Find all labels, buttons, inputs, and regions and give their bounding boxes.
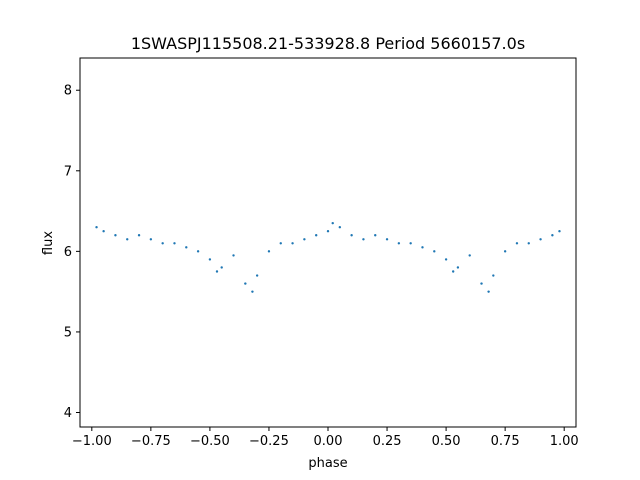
y-axis-ticks: 4 5 6 7 8 [64,84,80,421]
data-point [421,246,424,249]
data-point [255,274,259,277]
y-tick-label: 6 [64,245,72,260]
x-tick-label: −0.25 [249,434,289,449]
data-point [480,282,483,285]
data-point [196,250,200,253]
x-axis-label: phase [308,456,347,471]
x-tick-label: 0.75 [491,434,520,449]
data-point [303,238,306,241]
data-point [126,238,129,241]
data-point [451,270,455,273]
y-tick-label: 5 [64,325,72,340]
scatter-points [95,221,561,293]
data-point [267,250,271,253]
data-point [456,266,460,269]
data-point [558,230,561,233]
data-point [220,266,223,269]
data-point [232,254,235,257]
data-point [539,238,542,241]
data-point [279,242,282,245]
y-axis-label: flux [41,231,56,255]
x-tick-label: 0.25 [373,434,402,449]
data-point [468,254,471,257]
chart-title: 1SWASPJ115508.21-533928.8 Period 5660157… [131,34,525,53]
data-point [149,238,153,241]
data-point [397,242,401,245]
data-point [551,234,554,237]
data-point [208,258,212,261]
data-point [185,246,188,249]
data-point [137,234,141,237]
data-point [173,242,176,245]
data-point [503,250,507,253]
data-point [444,258,448,261]
x-tick-label: 1.00 [550,434,579,449]
data-point [314,234,318,237]
data-point [338,225,342,229]
data-point [492,274,495,277]
data-point [350,234,353,237]
data-point [409,242,412,245]
y-tick-label: 7 [64,164,72,179]
x-axis-ticks: −1.00 −0.75 −0.50 −0.25 0.00 0.25 0.50 0.75 1.00 [72,427,579,449]
data-point [527,242,530,245]
data-point [244,282,247,285]
data-point [515,242,519,245]
data-point [362,238,365,241]
x-tick-label: 0.50 [432,434,461,449]
x-tick-label: −0.50 [190,434,230,449]
data-point [251,290,254,293]
data-point [114,234,117,237]
data-point [102,230,105,233]
data-point [487,290,490,293]
data-point [161,242,164,245]
data-point [331,221,334,225]
data-point [215,270,219,273]
data-point [291,242,294,245]
data-point [326,230,330,233]
x-tick-label: −0.75 [131,434,171,449]
x-tick-label: −1.00 [72,434,112,449]
data-point [433,250,436,253]
y-tick-label: 8 [64,84,72,99]
data-point [385,238,389,241]
y-tick-label: 4 [64,406,72,421]
x-tick-label: 0.00 [314,434,343,449]
data-point [374,234,377,237]
data-point [95,225,98,229]
